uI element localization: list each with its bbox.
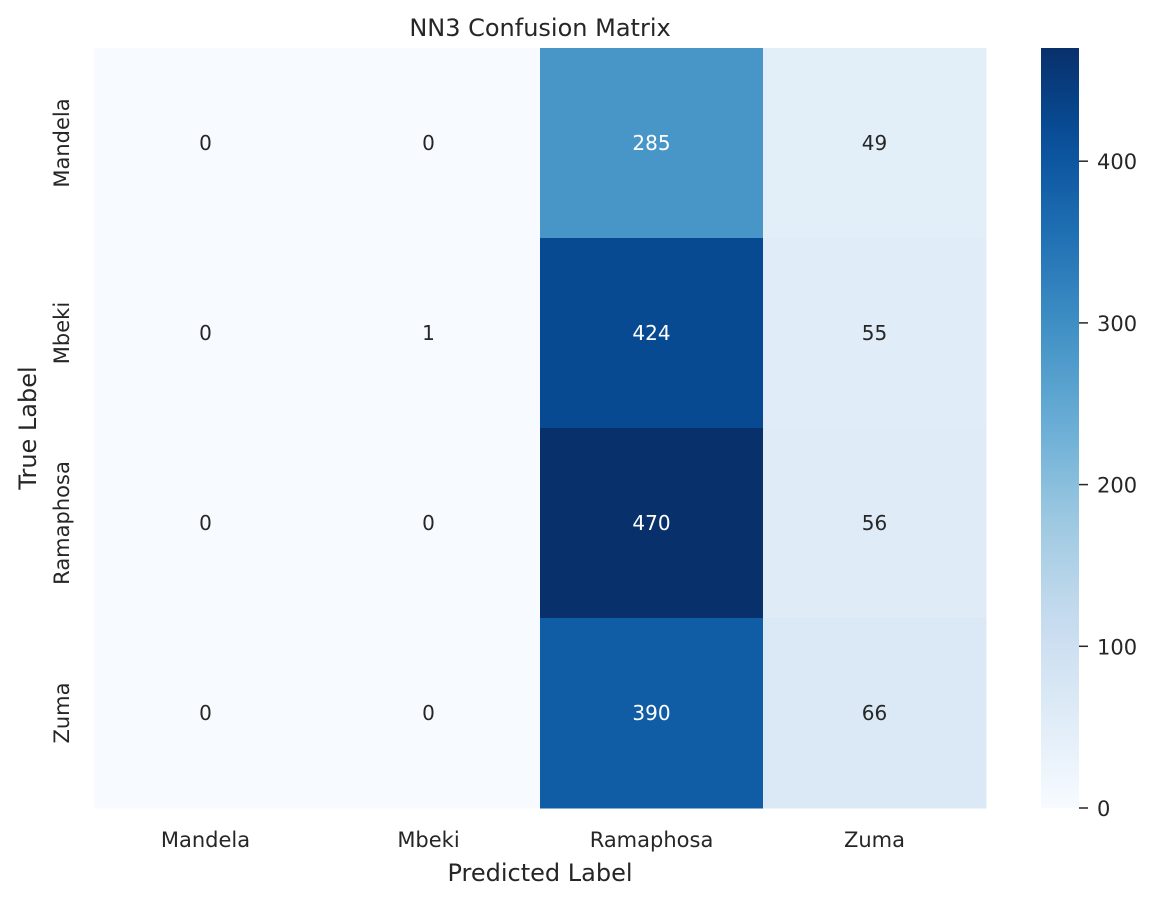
cell-value-label: 0 bbox=[199, 701, 212, 725]
y-tick-label: Zuma bbox=[50, 682, 74, 743]
heatmap-cell bbox=[763, 428, 987, 619]
chart-title: NN3 Confusion Matrix bbox=[409, 14, 670, 42]
x-tick-label: Mbeki bbox=[397, 828, 459, 852]
cell-value-label: 0 bbox=[422, 511, 435, 535]
heatmap-cell bbox=[94, 48, 318, 239]
cell-value-label: 0 bbox=[199, 131, 212, 155]
heatmap-cell bbox=[94, 618, 318, 809]
x-tick-labels: Mandela Mbeki Ramaphosa Zuma bbox=[161, 828, 905, 852]
colorbar-tick-label: 300 bbox=[1097, 312, 1137, 336]
heatmap-cells bbox=[94, 48, 987, 809]
colorbar-tick-label: 0 bbox=[1097, 797, 1110, 821]
colorbar bbox=[1041, 48, 1079, 808]
heatmap-cell bbox=[763, 618, 987, 809]
cell-value-label: 424 bbox=[632, 321, 670, 345]
y-axis-label: True Label bbox=[14, 366, 42, 490]
cell-value-label: 1 bbox=[422, 321, 435, 345]
x-tick-label: Mandela bbox=[161, 828, 250, 852]
cell-value-label: 49 bbox=[862, 131, 887, 155]
heatmap-cell bbox=[540, 48, 764, 239]
colorbar-tick-label: 400 bbox=[1097, 150, 1137, 174]
cell-value-label: 55 bbox=[862, 321, 887, 345]
y-tick-labels: Mandela Mbeki Ramaphosa Zuma bbox=[50, 98, 74, 743]
y-tick-label: Mandela bbox=[50, 98, 74, 187]
heatmap-cell bbox=[317, 618, 541, 809]
heatmap-cell bbox=[317, 48, 541, 239]
heatmap-cell bbox=[94, 238, 318, 429]
heatmap-cell bbox=[317, 238, 541, 429]
heatmap-cell bbox=[540, 428, 764, 619]
x-axis-label: Predicted Label bbox=[447, 859, 632, 887]
heatmap-cell bbox=[763, 238, 987, 429]
cell-value-label: 0 bbox=[199, 511, 212, 535]
cell-value-label: 390 bbox=[632, 701, 670, 725]
heatmap-cell bbox=[763, 48, 987, 239]
x-tick-label: Zuma bbox=[844, 828, 905, 852]
cell-value-label: 56 bbox=[862, 511, 887, 535]
heatmap-cell bbox=[540, 618, 764, 809]
colorbar-ticks: 0 100 200 300 400 bbox=[1079, 150, 1137, 821]
colorbar-tick-label: 100 bbox=[1097, 635, 1137, 659]
y-tick-label: Ramaphosa bbox=[50, 461, 74, 585]
heatmap-cell bbox=[540, 238, 764, 429]
cell-annotations: 0 0 285 49 0 1 424 55 0 0 470 56 0 0 390 66 bbox=[199, 131, 887, 725]
heatmap-cell bbox=[317, 428, 541, 619]
cell-value-label: 285 bbox=[632, 131, 670, 155]
y-tick-label: Mbeki bbox=[50, 302, 74, 364]
cell-value-label: 470 bbox=[632, 511, 670, 535]
cell-value-label: 0 bbox=[422, 131, 435, 155]
colorbar-tick-label: 200 bbox=[1097, 474, 1137, 498]
cell-value-label: 0 bbox=[422, 701, 435, 725]
heatmap-cell bbox=[94, 428, 318, 619]
x-tick-label: Ramaphosa bbox=[590, 828, 714, 852]
cell-value-label: 0 bbox=[199, 321, 212, 345]
cell-value-label: 66 bbox=[862, 701, 887, 725]
